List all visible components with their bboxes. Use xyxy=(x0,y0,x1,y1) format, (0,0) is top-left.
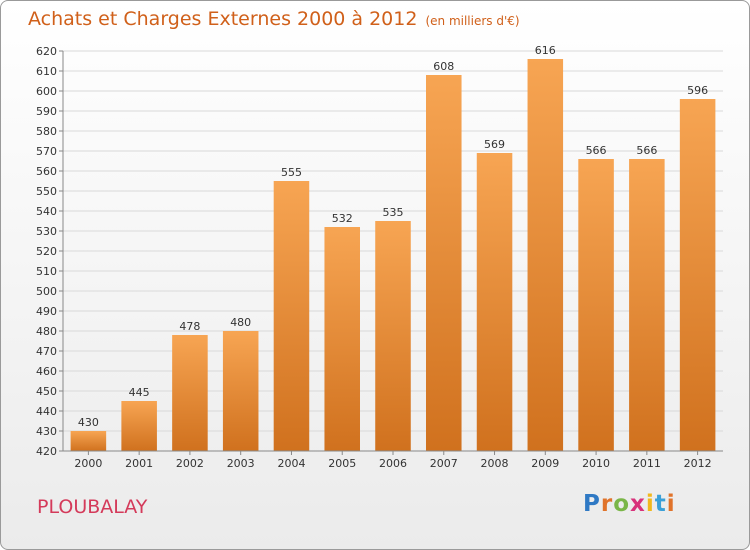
bar-2011 xyxy=(629,159,665,451)
y-tick-label: 490 xyxy=(36,305,57,318)
bar-2009 xyxy=(527,59,564,451)
bars xyxy=(70,59,716,451)
bar-2006 xyxy=(375,221,411,451)
y-tick-label: 430 xyxy=(36,425,57,438)
bar-2002 xyxy=(172,335,208,451)
city-name: PLOUBALAY xyxy=(37,496,148,518)
bar-2012 xyxy=(679,99,716,451)
chart-subtitle: (en milliers d'€) xyxy=(425,14,520,28)
y-tick-label: 620 xyxy=(36,45,57,58)
data-label-2010: 566 xyxy=(586,144,607,157)
y-tick-label: 540 xyxy=(36,205,57,218)
x-tick-label-2002: 2002 xyxy=(176,457,204,470)
bar-2001 xyxy=(121,401,157,451)
y-tick-label: 510 xyxy=(36,265,57,278)
x-tick-label-2003: 2003 xyxy=(227,457,255,470)
y-tick-label: 600 xyxy=(36,85,57,98)
bar-2000 xyxy=(70,431,107,451)
data-label-2005: 532 xyxy=(332,212,353,225)
data-label-2007: 608 xyxy=(433,60,454,73)
bar-2003 xyxy=(222,331,259,451)
x-axis: 2000 2001 2002 2003 2004 2005 2006 2007 2008 2009… xyxy=(74,451,712,470)
y-tick-label: 610 xyxy=(36,65,57,78)
x-tick-label-2006: 2006 xyxy=(379,457,407,470)
y-tick-label: 420 xyxy=(36,445,57,458)
y-tick-label: 500 xyxy=(36,285,57,298)
x-tick-label-2007: 2007 xyxy=(430,457,458,470)
y-tick-label: 570 xyxy=(36,145,57,158)
y-tick-label: 450 xyxy=(36,385,57,398)
bar-2008 xyxy=(476,153,513,451)
y-tick-label: 580 xyxy=(36,125,57,138)
x-tick-label-2005: 2005 xyxy=(328,457,356,470)
data-labels: 430 445 478 480 555 532 535 608 569 616 566 566 596 xyxy=(78,44,708,429)
data-label-2002: 478 xyxy=(179,320,200,333)
y-tick-label: 530 xyxy=(36,225,57,238)
data-label-2008: 569 xyxy=(484,138,505,151)
x-tick-label-2009: 2009 xyxy=(531,457,559,470)
data-label-2012: 596 xyxy=(687,84,708,97)
proxiti-logo[interactable]: Proxiti xyxy=(583,491,676,517)
y-tick-label: 480 xyxy=(36,325,57,338)
x-tick-label-2008: 2008 xyxy=(481,457,509,470)
data-label-2001: 445 xyxy=(129,386,150,399)
y-tick-label: 590 xyxy=(36,105,57,118)
bar-2007 xyxy=(426,75,462,451)
bar-2004 xyxy=(273,181,310,451)
x-tick-label-2004: 2004 xyxy=(277,457,305,470)
x-tick-label-2001: 2001 xyxy=(125,457,153,470)
x-tick-label-2011: 2011 xyxy=(633,457,661,470)
data-label-2009: 616 xyxy=(535,44,556,57)
y-tick-label: 440 xyxy=(36,405,57,418)
y-tick-label: 560 xyxy=(36,165,57,178)
bar-2005 xyxy=(324,227,360,451)
y-tick-label: 460 xyxy=(36,365,57,378)
chart-title-text: Achats et Charges Externes 2000 à 2012 xyxy=(28,8,418,30)
chart-title: Achats et Charges Externes 2000 à 2012 (e… xyxy=(28,8,520,30)
data-label-2011: 566 xyxy=(636,144,657,157)
x-tick-label-2012: 2012 xyxy=(684,457,712,470)
y-tick-label: 470 xyxy=(36,345,57,358)
data-label-2000: 430 xyxy=(78,416,99,429)
x-tick-label-2000: 2000 xyxy=(74,457,102,470)
y-tick-label: 520 xyxy=(36,245,57,258)
data-label-2004: 555 xyxy=(281,166,302,179)
data-label-2003: 480 xyxy=(230,316,251,329)
data-label-2006: 535 xyxy=(383,206,404,219)
bar-2010 xyxy=(578,159,614,451)
x-tick-label-2010: 2010 xyxy=(582,457,610,470)
y-tick-label: 550 xyxy=(36,185,57,198)
